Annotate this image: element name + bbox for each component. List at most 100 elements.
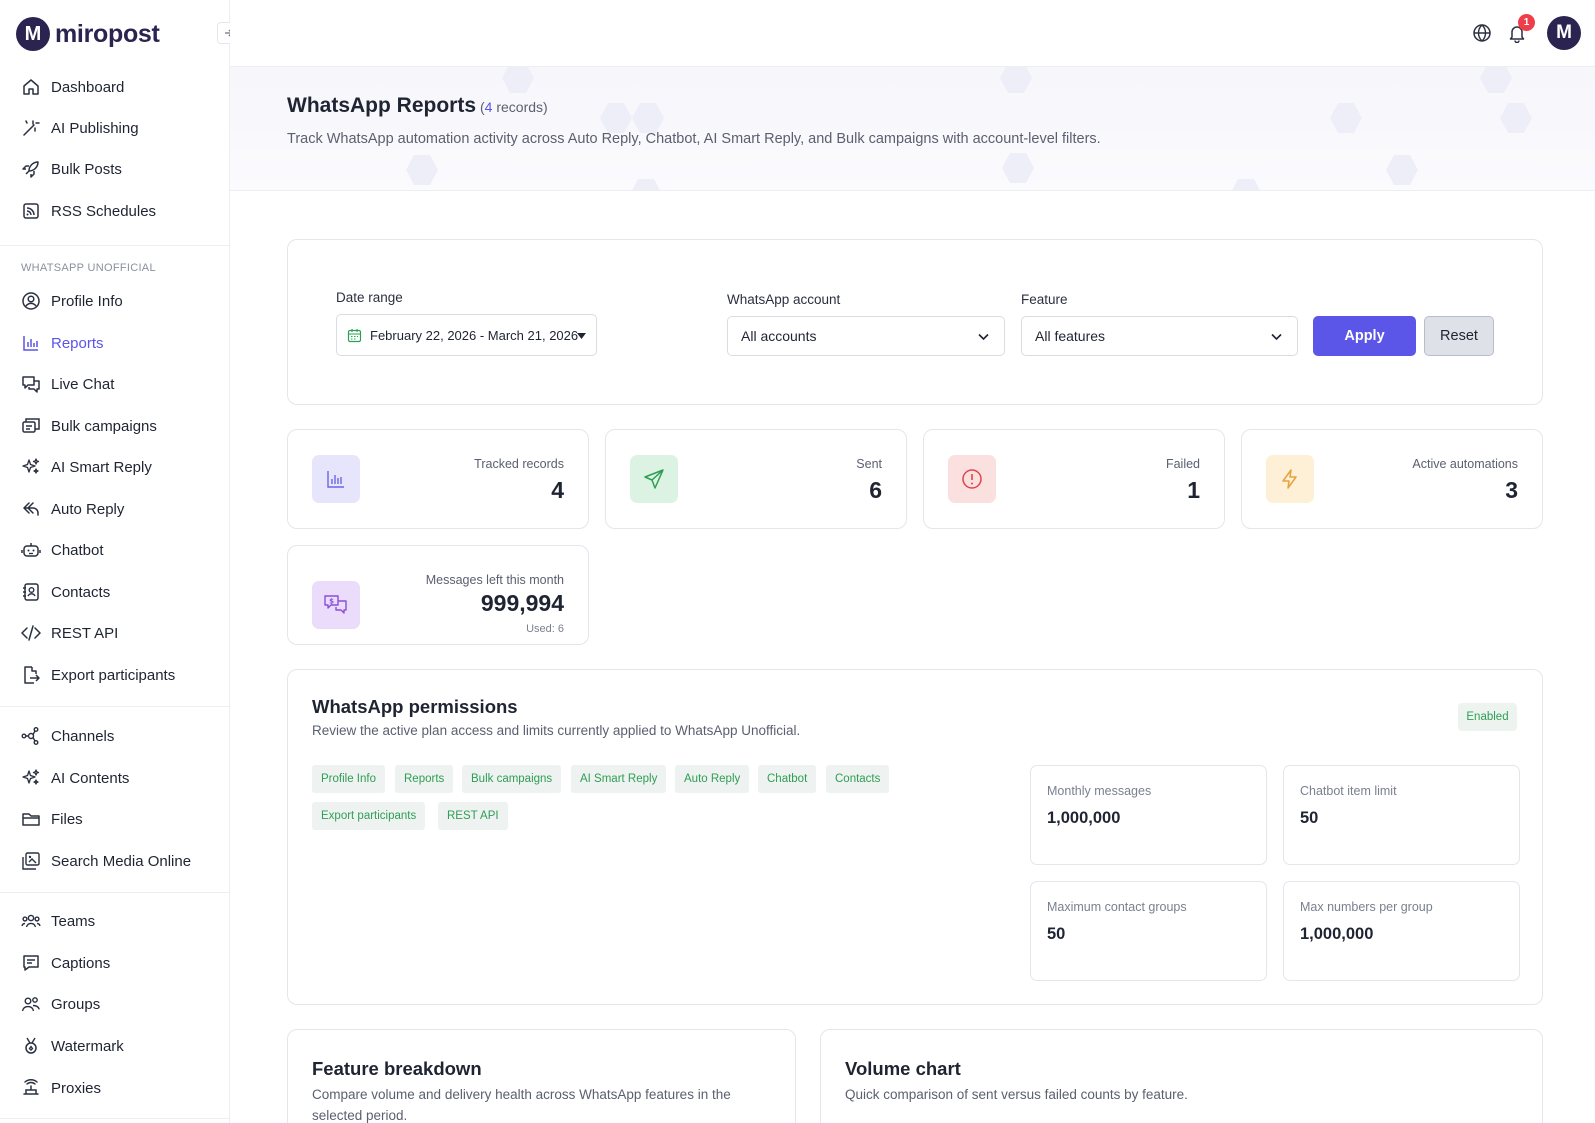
sidebar-item-label: Dashboard bbox=[51, 78, 125, 96]
permissions-subtitle: Review the active plan access and limits… bbox=[312, 723, 801, 738]
sidebar-item-label: Export participants bbox=[51, 666, 176, 684]
sidebar-item-auto-reply[interactable]: Auto Reply bbox=[20, 494, 124, 524]
permissions-title: WhatsApp permissions bbox=[312, 696, 518, 717]
stat-label: Tracked records bbox=[474, 457, 564, 471]
feature-label: Feature bbox=[1021, 292, 1068, 307]
permission-tag: Reports bbox=[395, 765, 454, 793]
megaphone-icon bbox=[20, 415, 42, 437]
permission-tag: Profile Info bbox=[312, 765, 385, 793]
sidebar-item-dashboard[interactable]: Dashboard bbox=[20, 72, 124, 102]
sidebar-item-search-media-online[interactable]: Search Media Online bbox=[20, 846, 191, 876]
sidebar-item-label: Captions bbox=[51, 954, 111, 972]
stat-used: Used: 6 bbox=[526, 623, 564, 635]
team-icon bbox=[20, 910, 42, 932]
sidebar-item-ai-smart-reply[interactable]: AI Smart Reply bbox=[20, 452, 152, 482]
feature-select[interactable]: All features bbox=[1021, 316, 1298, 356]
sidebar-item-label: Bulk Posts bbox=[51, 160, 122, 178]
sidebar-item-proxies[interactable]: Proxies bbox=[20, 1073, 101, 1103]
rocket-icon bbox=[20, 158, 42, 180]
sidebar-item-captions[interactable]: Captions bbox=[20, 948, 110, 978]
sidebar-item-label: Reports bbox=[51, 334, 104, 352]
sidebar-item-groups[interactable]: Groups bbox=[20, 989, 100, 1019]
language-button[interactable] bbox=[1469, 20, 1495, 46]
medal-icon bbox=[20, 1035, 42, 1057]
page-subtitle: Track WhatsApp automation activity acros… bbox=[287, 131, 1101, 147]
stat-label: Active automations bbox=[1412, 457, 1518, 471]
sidebar-item-channels[interactable]: Channels bbox=[20, 721, 114, 751]
sidebar-item-export-participants[interactable]: Export participants bbox=[20, 660, 175, 690]
alert-circle-icon bbox=[948, 455, 996, 503]
sparkles-icon bbox=[20, 456, 42, 478]
sidebar-item-rss-schedules[interactable]: RSS Schedules bbox=[20, 196, 156, 226]
calendar-icon bbox=[347, 328, 362, 342]
record-count: (4 records) bbox=[480, 99, 548, 115]
limit-value: 50 bbox=[1300, 809, 1319, 827]
svg-text:$: $ bbox=[329, 598, 334, 606]
sidebar-item-label: Proxies bbox=[51, 1079, 102, 1097]
sidebar-item-label: Teams bbox=[51, 912, 96, 930]
sidebar-item-reports[interactable]: Reports bbox=[20, 328, 104, 358]
contact-card-icon bbox=[20, 581, 42, 603]
limit-label: Max numbers per group bbox=[1300, 900, 1433, 914]
logo-mark-icon: M bbox=[16, 17, 50, 51]
sidebar-item-contacts[interactable]: Contacts bbox=[20, 577, 110, 607]
sidebar-item-label: Bulk campaigns bbox=[51, 417, 157, 435]
network-icon bbox=[20, 725, 42, 747]
account-select[interactable]: All accounts bbox=[727, 316, 1005, 356]
date-range-label: Date range bbox=[336, 290, 403, 305]
limit-value: 50 bbox=[1047, 925, 1066, 943]
home-icon bbox=[20, 76, 42, 98]
stat-value: 6 bbox=[869, 477, 882, 503]
status-badge: Enabled bbox=[1458, 703, 1517, 731]
limit-card-numbers-per-group: Max numbers per group 1,000,000 bbox=[1283, 881, 1520, 981]
sidebar-item-watermark[interactable]: Watermark bbox=[20, 1031, 124, 1061]
avatar[interactable]: M bbox=[1547, 16, 1581, 50]
sidebar-item-bulk-posts[interactable]: Bulk Posts bbox=[20, 154, 122, 184]
sidebar-item-profile-info[interactable]: Profile Info bbox=[20, 286, 123, 316]
stat-card-messages-left: $ Messages left this month 999,994 Used:… bbox=[287, 545, 589, 645]
sidebar-item-chatbot[interactable]: Chatbot bbox=[20, 535, 104, 565]
sidebar-item-label: AI Contents bbox=[51, 769, 130, 787]
sidebar-divider bbox=[0, 892, 229, 893]
feature-breakdown-card bbox=[287, 1029, 796, 1123]
limit-value: 1,000,000 bbox=[1047, 809, 1121, 827]
sidebar-item-live-chat[interactable]: Live Chat bbox=[20, 369, 114, 399]
sidebar-item-teams[interactable]: Teams bbox=[20, 906, 95, 936]
apply-button[interactable]: Apply bbox=[1313, 316, 1416, 356]
sidebar-item-label: AI Smart Reply bbox=[51, 458, 152, 476]
feature-breakdown-title: Feature breakdown bbox=[312, 1058, 482, 1079]
sidebar-item-label: Live Chat bbox=[51, 375, 115, 393]
sidebar-item-label: RSS Schedules bbox=[51, 202, 157, 220]
stat-value: 1 bbox=[1187, 477, 1200, 503]
stat-label: Failed bbox=[1165, 457, 1200, 471]
reset-button[interactable]: Reset bbox=[1424, 316, 1494, 356]
logo[interactable]: M miropost bbox=[16, 16, 160, 52]
limit-card-chatbot: Chatbot item limit 50 bbox=[1283, 765, 1520, 865]
sidebar-item-label: Search Media Online bbox=[51, 852, 192, 870]
sidebar-item-label: Groups bbox=[51, 995, 101, 1013]
stat-card-tracked: Tracked records 4 bbox=[287, 429, 589, 529]
sidebar-item-label: Watermark bbox=[51, 1037, 124, 1055]
sidebar-item-ai-contents[interactable]: AI Contents bbox=[20, 763, 129, 793]
sidebar-item-rest-api[interactable]: REST API bbox=[20, 618, 118, 648]
topbar bbox=[230, 0, 1595, 67]
sidebar-item-ai-publishing[interactable]: AI Publishing bbox=[20, 113, 139, 143]
page-title: WhatsApp Reports (4 records) bbox=[287, 94, 548, 117]
chevron-down-icon bbox=[978, 333, 989, 341]
stat-card-sent: Sent 6 bbox=[605, 429, 907, 529]
stat-value: 999,994 bbox=[480, 590, 564, 616]
sidebar-item-label: Files bbox=[51, 810, 83, 828]
limit-label: Monthly messages bbox=[1047, 784, 1152, 798]
send-icon bbox=[630, 455, 678, 503]
sidebar-section-heading: WHATSAPP UNOFFICIAL bbox=[21, 262, 156, 274]
feature-select-value: All features bbox=[1035, 328, 1106, 344]
page-header bbox=[230, 67, 1595, 191]
sidebar-item-files[interactable]: Files bbox=[20, 804, 83, 834]
account-select-value: All accounts bbox=[741, 328, 817, 344]
limit-label: Chatbot item limit bbox=[1300, 784, 1397, 798]
date-range-picker[interactable]: February 22, 2026 - March 21, 2026 bbox=[336, 314, 597, 356]
sidebar: M miropost bbox=[0, 0, 230, 1123]
sidebar-item-bulk-campaigns[interactable]: Bulk campaigns bbox=[20, 411, 157, 441]
sidebar-divider bbox=[0, 1118, 229, 1119]
folder-icon bbox=[20, 808, 42, 830]
